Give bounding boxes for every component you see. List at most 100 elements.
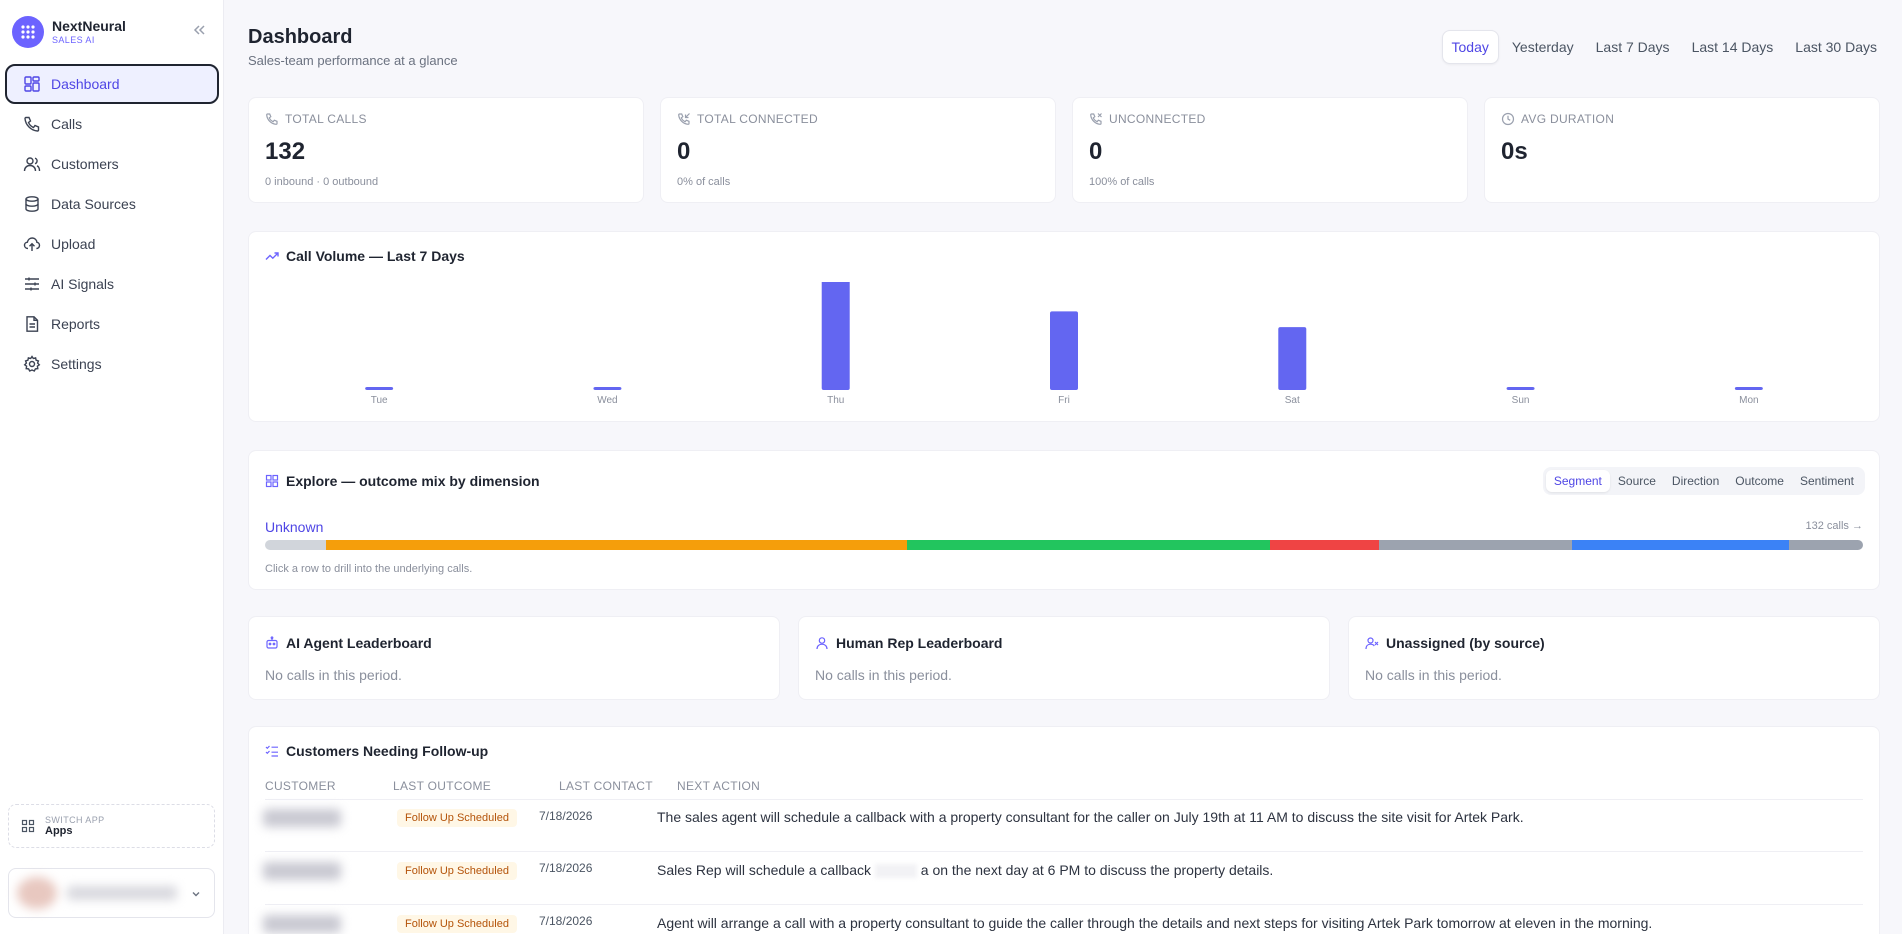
outcome-mix-bar[interactable]	[265, 540, 1863, 550]
dimension-tab-direction[interactable]: Direction	[1671, 474, 1720, 488]
sidebar-item-label: Reports	[51, 316, 101, 332]
follow-up-title: Customers Needing Follow-up	[265, 743, 488, 759]
outcome-segment[interactable]	[1572, 540, 1790, 550]
switch-app-button[interactable]: SWITCH APP Apps	[8, 804, 215, 848]
tick-label-sun: Sun	[1512, 395, 1530, 406]
follow-up-title-text: Customers Needing Follow-up	[286, 743, 489, 759]
sidebar-item-label: Settings	[51, 356, 102, 372]
outcome-segment[interactable]	[907, 540, 1271, 550]
range-tab-last-14-days[interactable]: Last 14 Days	[1691, 39, 1774, 55]
bar-sun[interactable]	[1506, 387, 1535, 390]
range-tab-last-30-days[interactable]: Last 30 Days	[1795, 39, 1877, 55]
page-title: Dashboard	[248, 26, 353, 48]
trending-up-icon	[265, 252, 279, 260]
kpi-card-total-calls: TOTAL CALLS 132 0 inbound · 0 outbound	[248, 97, 644, 203]
kpi-label: AVG DURATION	[1521, 112, 1615, 126]
bar-tue[interactable]	[365, 387, 394, 390]
sidebar-item-dashboard[interactable]: Dashboard	[5, 64, 219, 104]
phone-icon	[266, 113, 278, 125]
sidebar-item-upload[interactable]: Upload	[5, 224, 219, 264]
segment-row-count[interactable]: 132 calls →	[1805, 520, 1863, 532]
unassigned-title: Unassigned (by source)	[1365, 635, 1545, 651]
database-icon	[25, 196, 39, 212]
chevron-down-icon	[192, 892, 200, 897]
kpi-subtext: 0 inbound · 0 outbound	[265, 176, 379, 188]
sidebar-item-customers[interactable]: Customers	[5, 144, 219, 184]
kpi-value: 0s	[1501, 138, 1528, 165]
leaderboard-title-text: AI Agent Leaderboard	[286, 635, 432, 651]
sidebar-nav: Dashboard Calls Customers Data Sources U…	[5, 64, 219, 384]
outcome-segment[interactable]	[1270, 540, 1379, 550]
divider	[265, 904, 1863, 905]
bar-thu[interactable]	[821, 282, 850, 390]
phone-missed-icon	[1090, 113, 1102, 125]
dimension-tabs: Segment Source Direction Outcome Sentime…	[1542, 467, 1865, 495]
brand[interactable]: NextNeural SALES AI	[12, 16, 126, 48]
user-icon	[816, 637, 828, 650]
outcome-segment[interactable]	[1378, 540, 1573, 550]
kpi-label: TOTAL CONNECTED	[697, 112, 818, 126]
range-tab-today[interactable]: Today	[1441, 30, 1499, 64]
range-tab-yesterday[interactable]: Yesterday	[1511, 39, 1574, 55]
range-tab-last-7-days[interactable]: Last 7 Days	[1595, 39, 1670, 55]
main-content: Dashboard Sales-team performance at a gl…	[224, 0, 1902, 934]
column-header-last-outcome[interactable]: LAST OUTCOME	[393, 779, 492, 793]
tick-label-wed: Wed	[597, 395, 617, 406]
users-icon	[23, 157, 41, 172]
outcome-segment[interactable]	[325, 540, 908, 550]
divider	[265, 851, 1863, 852]
call-volume-card: Call Volume — Last 7 Days Tue Wed Thu Fri Sa…	[248, 231, 1880, 422]
column-header-last-contact[interactable]: LAST CONTACT	[559, 779, 653, 793]
last-contact-date: 7/18/2026	[539, 809, 593, 823]
divider	[265, 799, 1863, 800]
bar-wed[interactable]	[593, 387, 622, 390]
tick-label-fri: Fri	[1058, 395, 1070, 406]
bar-fri[interactable]	[1050, 311, 1078, 390]
dimension-tab-outcome[interactable]: Outcome	[1735, 474, 1784, 488]
next-action-part: a on the next day at 6 PM to discuss the…	[920, 862, 1274, 878]
bar-sat[interactable]	[1278, 327, 1307, 390]
sidebar-item-label: Calls	[51, 116, 83, 132]
last-contact-date: 7/18/2026	[539, 914, 593, 928]
tick-label-mon: Mon	[1739, 395, 1758, 406]
date-range-tabs: Today Yesterday Last 7 Days Last 14 Days…	[1438, 30, 1886, 64]
sidebar-item-data-sources[interactable]: Data Sources	[5, 184, 219, 224]
collapse-sidebar-icon[interactable]	[191, 22, 207, 38]
follow-up-card: Customers Needing Follow-up CUSTOMER LAS…	[248, 726, 1880, 934]
sidebar-item-reports[interactable]: Reports	[5, 304, 219, 344]
robot-icon	[266, 636, 278, 649]
user-menu[interactable]	[8, 868, 215, 918]
next-action-text: Sales Rep will schedule a callback a on …	[657, 862, 1274, 879]
phone-icon	[24, 116, 40, 132]
explore-title-text: Explore — outcome mix by dimension	[286, 473, 540, 489]
sidebar-item-label: Dashboard	[51, 76, 120, 92]
sidebar-item-label: Customers	[51, 156, 119, 172]
switch-app-label: Apps	[45, 825, 73, 837]
empty-state: No calls in this period.	[815, 667, 952, 683]
outcome-segment[interactable]	[265, 540, 326, 550]
dimension-tab-segment[interactable]: Segment	[1545, 470, 1610, 492]
customer-name-redacted	[263, 809, 341, 827]
outcome-segment[interactable]	[1789, 540, 1863, 550]
dimension-tab-sentiment[interactable]: Sentiment	[1799, 474, 1854, 488]
kpi-value: 132	[265, 138, 306, 165]
dimension-tab-source[interactable]: Source	[1617, 474, 1656, 488]
kpi-label: TOTAL CALLS	[285, 112, 367, 126]
bar-mon[interactable]	[1734, 387, 1763, 390]
grid-icon	[21, 819, 35, 833]
brand-subtitle: SALES AI	[52, 35, 95, 45]
customer-name-redacted	[263, 915, 341, 933]
sidebar-item-settings[interactable]: Settings	[5, 344, 219, 384]
grid-icon	[265, 474, 279, 488]
sidebar-item-label: Data Sources	[51, 196, 136, 212]
sidebar-item-ai-signals[interactable]: AI Signals	[5, 264, 219, 304]
empty-state: No calls in this period.	[1365, 667, 1502, 683]
column-header-next-action[interactable]: NEXT ACTION	[677, 779, 761, 793]
sidebar-item-label: AI Signals	[51, 276, 115, 292]
status-badge: Follow Up Scheduled	[397, 915, 517, 933]
column-header-customer[interactable]: CUSTOMER	[265, 779, 336, 793]
sidebar-item-calls[interactable]: Calls	[5, 104, 219, 144]
kpi-card-total-connected: TOTAL CONNECTED 0 0% of calls	[660, 97, 1056, 203]
explore-card: Explore — outcome mix by dimension Segme…	[248, 450, 1880, 590]
segment-row-label[interactable]: Unknown	[265, 519, 324, 535]
